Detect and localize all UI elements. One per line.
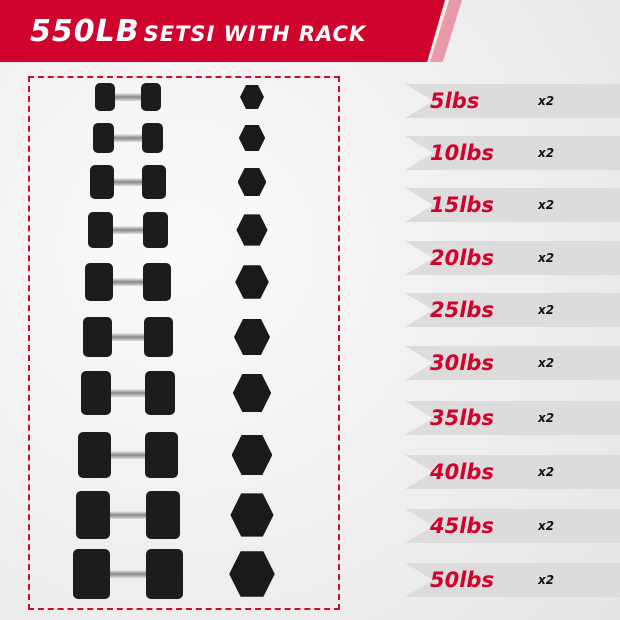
dumbbell-handle [110,333,146,341]
dumbbell-head-left [78,432,111,478]
weight-band [405,346,620,380]
dumbbell-head-right [144,316,173,358]
weight-label: 10lbs [430,141,494,165]
weight-band [405,293,620,327]
weight-label: 40lbs [430,460,494,484]
dumbbell-head-left [90,165,114,199]
weight-band [405,509,620,543]
weight-quantity: x2 [538,465,555,479]
weight-band [405,563,620,597]
dumbbell-head-right [145,490,181,540]
dumbbell-handle [113,93,143,101]
dumbbell-head-right [144,371,176,415]
weight-quantity: x2 [538,303,555,317]
dumbbell-head-right [142,165,166,199]
title-banner [0,0,445,62]
weight-quantity: x2 [538,573,555,587]
dumbbell-handle [108,451,148,459]
dumbbell-head-right [142,212,169,248]
title-text: SETSI WITH RACK [143,22,367,46]
weight-band [405,188,620,222]
dumbbell-head-right [143,262,171,302]
weight-quantity: x2 [538,411,555,425]
dumbbell-head-left [85,262,113,302]
weight-label: 50lbs [430,568,494,592]
weight-label: 5lbs [430,89,480,113]
dumbbell-head-left [92,122,115,154]
dumbbell-head-right [145,432,178,478]
hex-head-end-view [240,85,264,109]
weight-quantity: x2 [538,198,555,212]
weight-quantity: x2 [538,251,555,265]
dumbbell-head-left [75,490,111,540]
weight-label: 15lbs [430,193,494,217]
dumbbell-handle [108,511,148,519]
weight-quantity: x2 [538,94,555,108]
weight-label: 20lbs [430,246,494,270]
weight-label: 45lbs [430,514,494,538]
dumbbell-head-left [83,316,112,358]
hex-head-end-view [232,373,272,413]
weight-band [405,401,620,435]
weight-band [405,136,620,170]
weight-band [405,84,620,118]
page-title: 550LB SETSI WITH RACK [30,14,366,49]
dumbbell-handle [111,178,145,186]
dumbbell-set-frame [28,76,340,610]
weight-label: 25lbs [430,298,494,322]
dumbbell-handle [110,278,146,286]
weight-quantity: x2 [538,356,555,370]
dumbbell-handle [109,389,147,397]
dumbbell-handle [111,226,145,234]
dumbbell-head-right [141,83,161,111]
dumbbell-handle [107,570,149,578]
weight-quantity: x2 [538,519,555,533]
dumbbell-head-left [95,83,115,111]
weight-band [405,241,620,275]
weight-label: 30lbs [430,351,494,375]
dumbbell-head-left [87,212,114,248]
dumbbell-head-left [80,371,112,415]
weight-quantity: x2 [538,146,555,160]
hex-head-end-view [238,124,266,152]
hex-head-end-view [234,319,270,355]
dumbbell-handle [112,134,144,142]
dumbbell-head-right [141,122,164,154]
title-weight: 550LB [30,14,140,49]
weight-band [405,455,620,489]
dumbbell-head-left [73,548,110,600]
weight-label: 35lbs [430,406,494,430]
dumbbell-head-right [146,548,183,600]
hex-head-end-view [235,265,269,299]
